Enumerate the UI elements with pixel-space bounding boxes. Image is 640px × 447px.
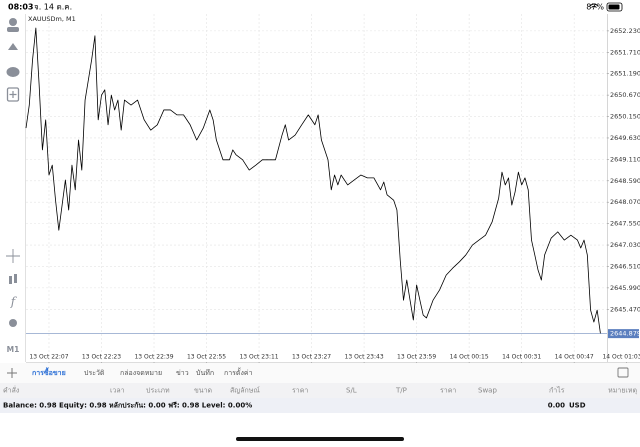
y-tick-label: 2648.070 <box>610 198 640 206</box>
x-tick-label: 14 Oct 00:15 <box>450 354 489 361</box>
column-header: S/L <box>346 387 357 395</box>
x-tick-label: 13 Oct 22:07 <box>29 354 68 361</box>
tabs: การซื้อขาย ประวัติ กล่องจดหมาย ข่าว บันทึก กา… <box>32 366 253 377</box>
battery-level <box>608 4 620 10</box>
x-tick-label: 13 Oct 23:27 <box>292 354 331 361</box>
column-header: หมายเหตุ <box>608 387 637 395</box>
column-header: ราคา <box>292 387 308 395</box>
column-header: เวลา <box>110 387 125 395</box>
x-tick-label: 13 Oct 22:39 <box>134 354 173 361</box>
battery-icon <box>606 2 623 12</box>
column-header: กำไร <box>549 386 565 395</box>
y-tick-label: 2647.030 <box>610 241 640 249</box>
tab[interactable]: ข่าว <box>176 369 189 377</box>
plus-glyph <box>9 91 17 98</box>
y-tick-label: 2646.510 <box>610 262 640 270</box>
chart-title: XAUUSDm, M1 <box>28 15 76 23</box>
x-tick-label: 13 Oct 23:43 <box>345 354 384 361</box>
column-header: Swap <box>478 387 497 395</box>
column-header: T/P <box>395 387 407 395</box>
tab[interactable]: ประวัติ <box>84 369 105 377</box>
summary-row <box>0 398 640 413</box>
column-header: คำสั่ง <box>3 386 19 395</box>
y-tick-label: 2648.590 <box>610 177 640 185</box>
y-tick-label: 2651.190 <box>610 70 640 78</box>
indicators-icon[interactable]: f <box>10 295 18 309</box>
wifi-icon <box>589 3 599 8</box>
column-header-row <box>0 383 640 398</box>
account-icon[interactable] <box>9 18 17 26</box>
x-tick-label: 14 Oct 01:03 <box>602 354 640 361</box>
x-tick-label: 14 Oct 00:31 <box>502 354 541 361</box>
tab[interactable]: การตั้งค่า <box>224 366 253 377</box>
y-tick-label: 2650.150 <box>610 113 640 121</box>
status-date: จ. 14 ต.ค. <box>34 3 72 12</box>
tab[interactable]: การซื้อขาย <box>32 366 66 377</box>
y-tick-label: 2647.550 <box>610 220 640 228</box>
candles-icon[interactable] <box>9 276 12 284</box>
y-tick-label: 2651.710 <box>610 48 640 56</box>
chat-icon[interactable] <box>6 67 20 77</box>
y-tick-label: 2645.990 <box>610 284 640 292</box>
home-indicator <box>236 437 404 441</box>
new-order-icon[interactable] <box>6 87 20 102</box>
y-tick-label: 2652.230 <box>610 27 640 35</box>
objects-icon[interactable] <box>9 319 17 327</box>
column-header: สัญลักษณ์ <box>230 387 260 395</box>
price-line <box>25 27 601 334</box>
last-price-box <box>608 329 639 339</box>
x-tick-label: 14 Oct 00:47 <box>555 354 594 361</box>
tab-bar <box>0 363 640 383</box>
column-headers: คำสั่ง เวลา ประเภท ขนาด สัญลักษณ์ ราคา S/L T/P ร… <box>3 386 637 395</box>
trade-icon[interactable] <box>8 43 18 50</box>
column-header: ราคา <box>440 387 456 395</box>
left-toolbar: f M1 <box>6 18 20 354</box>
x-tick-label: 13 Oct 23:11 <box>239 354 278 361</box>
tab[interactable]: บันทึก <box>196 368 214 377</box>
account-icon-body <box>7 27 19 32</box>
column-header: ประเภท <box>146 387 170 395</box>
chart-plot: 2652.230 2651.710 2651.190 2650.670 2650.150… <box>25 14 640 364</box>
x-tick-label: 13 Oct 23:59 <box>397 354 436 361</box>
y-tick-label: 2649.110 <box>610 155 640 163</box>
currency: USD <box>569 402 586 410</box>
y-tick-label: 2649.630 <box>610 134 640 142</box>
status-time: 08:03 <box>8 3 33 12</box>
candles-icon-2 <box>14 274 17 283</box>
last-price-label: 2644.879 <box>610 330 640 338</box>
add-button[interactable] <box>7 368 17 378</box>
x-tick-label: 13 Oct 22:23 <box>82 354 121 361</box>
layout-button[interactable] <box>617 367 629 378</box>
x-tick-label: 13 Oct 22:55 <box>187 354 226 361</box>
y-tick-label: 2650.670 <box>610 91 640 99</box>
crosshair-icon[interactable] <box>6 249 20 263</box>
profit-total: 0.00 <box>548 402 565 410</box>
tab[interactable]: กล่องจดหมาย <box>120 369 162 377</box>
timeframe-button[interactable]: M1 <box>7 345 20 354</box>
account-summary: Balance: 0.98 Equity: 0.98 หลักประกัน: 0… <box>3 402 252 410</box>
column-header: ขนาด <box>194 387 212 395</box>
y-tick-label: 2645.470 <box>610 305 640 313</box>
